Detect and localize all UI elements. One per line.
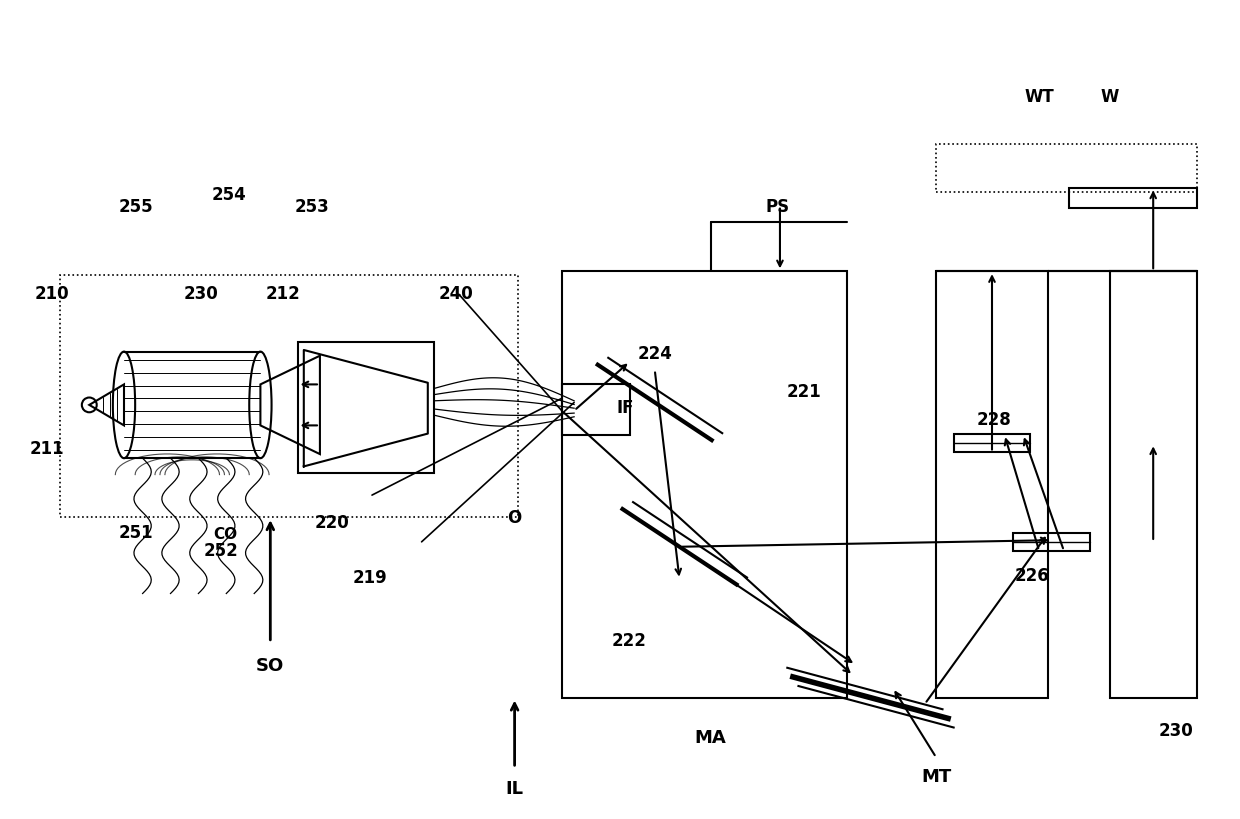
Text: W: W bbox=[1101, 88, 1118, 106]
Text: O: O bbox=[507, 509, 522, 527]
Text: MA: MA bbox=[694, 728, 727, 746]
Text: CO: CO bbox=[213, 527, 238, 541]
Text: 211: 211 bbox=[30, 440, 64, 458]
Text: MT: MT bbox=[921, 767, 951, 785]
Bar bbox=[936, 145, 1197, 192]
Text: 224: 224 bbox=[637, 345, 672, 363]
Text: 226: 226 bbox=[1014, 566, 1049, 584]
Bar bbox=[1069, 188, 1197, 209]
Bar bbox=[60, 276, 518, 518]
Bar bbox=[562, 385, 630, 436]
Text: 228: 228 bbox=[977, 410, 1012, 428]
Text: 254: 254 bbox=[212, 186, 247, 204]
Text: 230: 230 bbox=[1158, 722, 1193, 740]
Text: 221: 221 bbox=[786, 382, 821, 400]
Bar bbox=[298, 342, 434, 473]
Text: 212: 212 bbox=[265, 284, 300, 302]
Text: 251: 251 bbox=[119, 523, 154, 541]
Text: 210: 210 bbox=[35, 284, 69, 302]
Text: 255: 255 bbox=[119, 197, 154, 215]
Text: WT: WT bbox=[1024, 88, 1054, 106]
Text: 253: 253 bbox=[295, 197, 330, 215]
Text: 240: 240 bbox=[439, 284, 474, 302]
Bar bbox=[936, 272, 1048, 698]
Text: PS: PS bbox=[765, 197, 790, 215]
Text: 222: 222 bbox=[611, 631, 646, 649]
Text: SO: SO bbox=[257, 656, 284, 674]
Text: 219: 219 bbox=[352, 568, 387, 586]
Text: IF: IF bbox=[616, 399, 634, 417]
Bar bbox=[1110, 272, 1197, 698]
Bar bbox=[954, 435, 1030, 453]
Text: 220: 220 bbox=[315, 514, 350, 532]
Text: 230: 230 bbox=[184, 284, 218, 302]
Bar bbox=[1013, 533, 1090, 551]
Text: 252: 252 bbox=[203, 541, 238, 559]
Bar bbox=[562, 272, 847, 698]
Text: IL: IL bbox=[506, 779, 523, 797]
